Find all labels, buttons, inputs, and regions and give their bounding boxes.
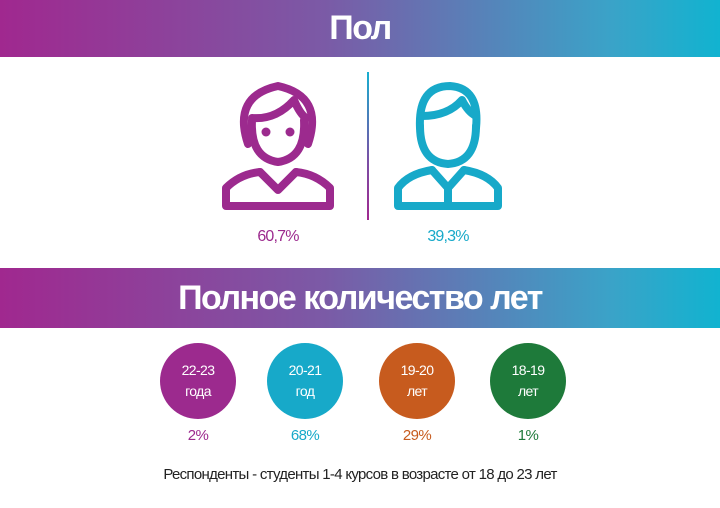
age-range-label: 22-23 [181,362,215,378]
age-group-percentage: 29% [402,427,432,444]
age-unit-label: год [295,383,315,399]
age-unit-label: лет [517,383,539,399]
gender-divider [367,72,369,220]
gender-section-title: Пол [0,0,720,57]
female-person-icon [222,82,334,210]
male-percentage: 39,3% [427,228,469,245]
age-group-circle: 22-23 года [160,343,236,419]
age-group-percentage: 1% [517,427,539,444]
age-group-circle: 20-21 год [267,343,343,419]
age-range-label: 19-20 [400,362,434,378]
male-person-icon [394,82,502,210]
age-group-percentage: 68% [290,427,320,444]
age-group-circle: 19-20 лет [379,343,455,419]
age-group-circle: 18-19 лет [490,343,566,419]
age-range-label: 20-21 [288,362,322,378]
age-range-label: 18-19 [511,362,545,378]
age-group-percentage: 2% [187,427,209,444]
age-unit-label: лет [406,383,428,399]
female-percentage: 60,7% [257,228,299,245]
age-section-title: Полное количество лет [0,268,720,328]
age-unit-label: года [185,383,211,399]
respondents-footnote: Респонденты - студенты 1-4 курсов в возр… [163,466,557,483]
